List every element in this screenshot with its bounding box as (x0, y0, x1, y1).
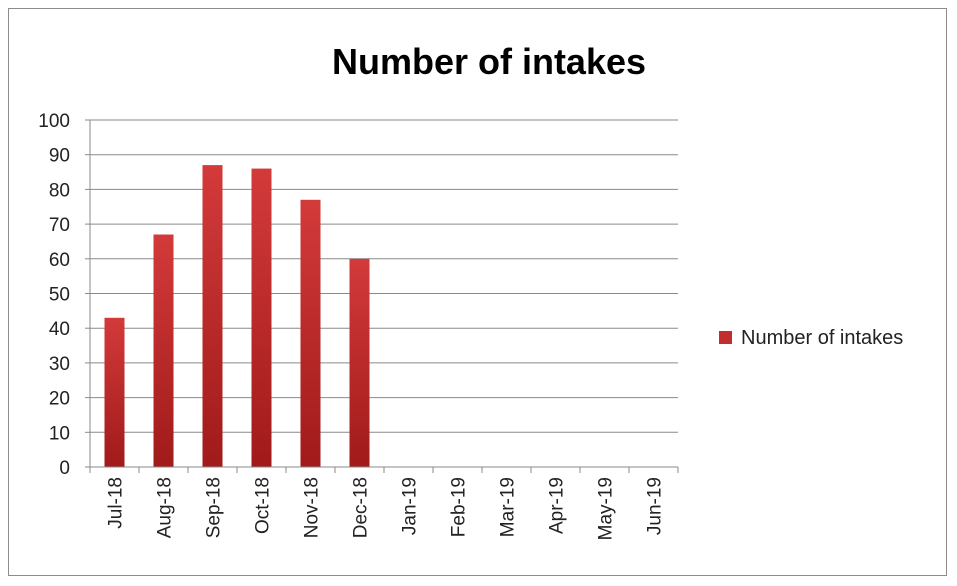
x-tick-label: Jun-19 (645, 477, 666, 535)
x-tick-label: Jan-19 (400, 477, 421, 535)
x-tick-label: Mar-19 (498, 477, 519, 537)
legend-label: Number of intakes (741, 327, 903, 349)
y-tick-label: 90 (49, 146, 70, 167)
legend: Number of intakes (719, 327, 903, 349)
x-tick-label: Sep-18 (204, 477, 225, 538)
x-axis: Jul-18 Aug-18 Sep-18 Oct-18 Nov-18 Dec-18 Jan-… (89, 120, 679, 540)
bar (300, 199, 321, 467)
x-tick-label: Nov-18 (302, 477, 323, 538)
x-tick-label: Oct-18 (253, 477, 274, 534)
x-tick-label: May-19 (596, 477, 617, 540)
y-tick-label: 0 (59, 458, 70, 479)
bars (104, 165, 370, 468)
bar (251, 168, 272, 467)
x-tick-label: Aug-18 (155, 477, 176, 538)
y-tick-label: 20 (49, 389, 70, 410)
legend-swatch (719, 331, 732, 344)
y-tick-label: 50 (49, 285, 70, 306)
bar (202, 165, 223, 468)
bar (104, 317, 125, 467)
y-tick-label: 60 (49, 250, 70, 271)
y-tick-label: 10 (49, 423, 70, 444)
y-tick-label: 70 (49, 215, 70, 236)
chart-title: Number of intakes (332, 41, 646, 82)
bar (153, 234, 174, 467)
y-axis-ticks: 0 10 20 30 40 50 60 70 80 90 100 (38, 111, 70, 479)
y-tick-label: 40 (49, 319, 70, 340)
x-tick-label: Apr-19 (547, 477, 568, 534)
y-tick-label: 100 (38, 111, 70, 132)
y-tick-label: 80 (49, 180, 70, 201)
x-tick-label: Dec-18 (351, 477, 372, 538)
y-tick-label: 30 (49, 354, 70, 375)
x-tick-label: Jul-18 (106, 477, 127, 529)
x-tick-label: Feb-19 (449, 477, 470, 537)
bar (349, 258, 370, 467)
gridlines (85, 119, 678, 468)
